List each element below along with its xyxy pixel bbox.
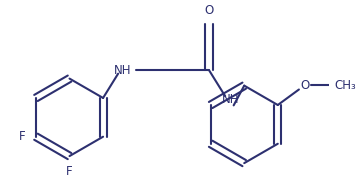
Text: F: F — [19, 130, 25, 143]
Text: NH: NH — [114, 64, 132, 77]
Text: NH: NH — [221, 93, 239, 106]
Text: O: O — [204, 4, 214, 17]
Text: F: F — [66, 165, 73, 178]
Text: O: O — [300, 79, 309, 92]
Text: CH₃: CH₃ — [334, 79, 356, 92]
